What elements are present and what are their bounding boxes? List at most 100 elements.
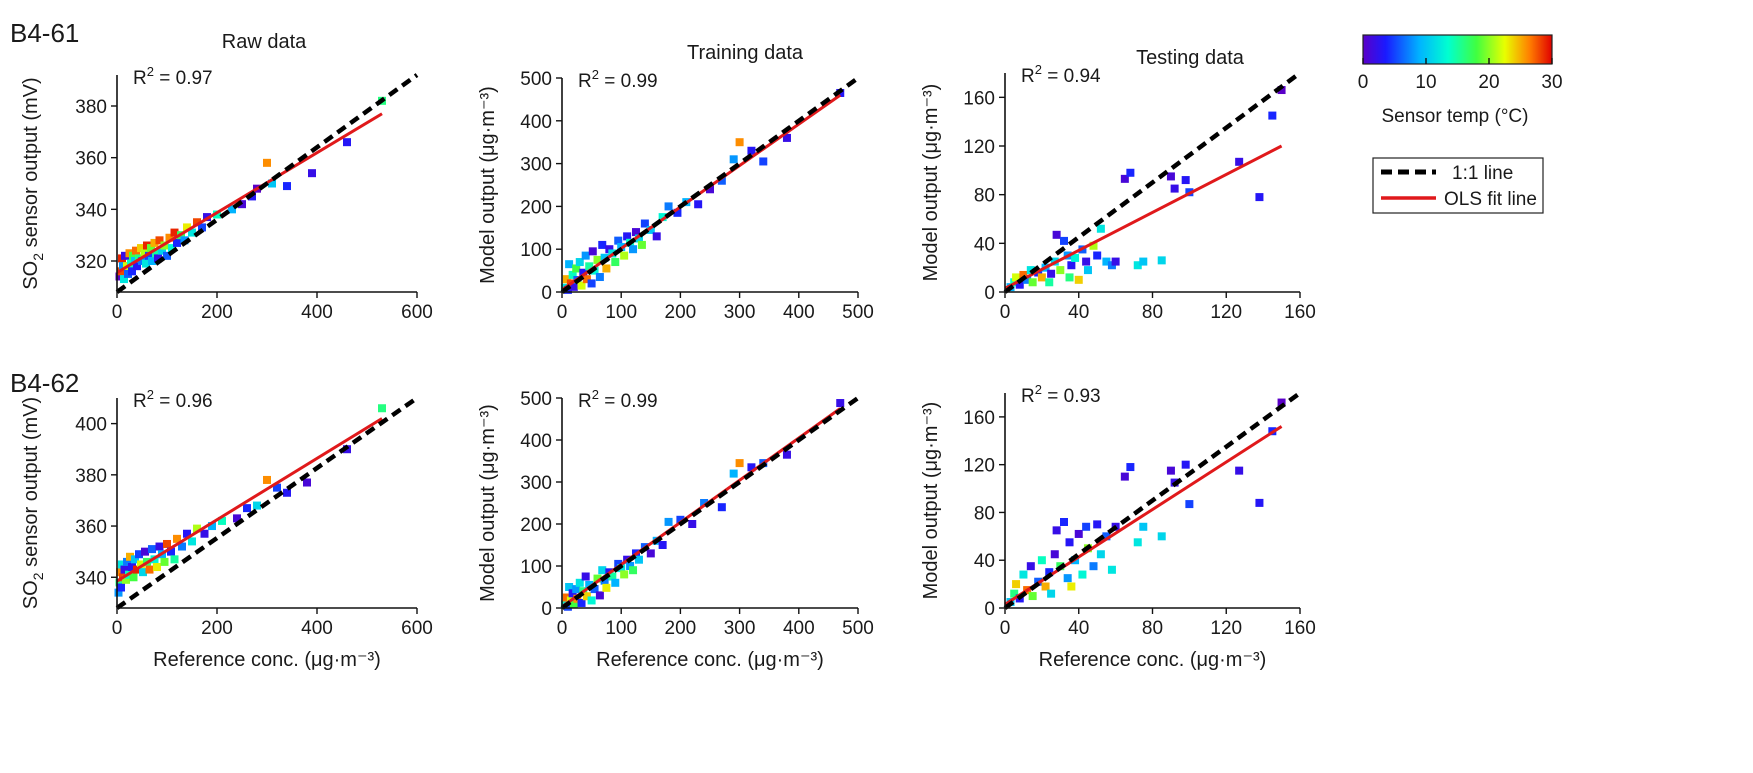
data-point: [652, 232, 661, 241]
data-point: [595, 591, 604, 600]
column-title-testing: Testing data: [1136, 47, 1245, 69]
data-point: [1096, 550, 1105, 559]
data-point: [593, 574, 602, 583]
data-point: [131, 555, 139, 564]
data-point: [568, 589, 577, 598]
data-point: [590, 585, 599, 594]
data-point: [1093, 251, 1102, 260]
one-to-one-line: [1003, 391, 1302, 610]
data-point: [747, 463, 756, 472]
data-point: [180, 236, 189, 245]
data-point: [160, 557, 169, 566]
data-point: [700, 499, 709, 507]
y-axis-label: Model output (μg·m⁻³): [477, 404, 499, 602]
data-point: [128, 563, 136, 572]
data-point: [303, 478, 311, 487]
data-point: [1074, 275, 1083, 284]
x-axis-label: Reference conc. (μg·m⁻³): [596, 649, 824, 671]
data-point: [620, 570, 629, 579]
data-point: [163, 539, 171, 548]
data-point: [634, 555, 643, 564]
x-tick-label: 600: [401, 618, 433, 639]
data-point: [1019, 570, 1028, 579]
x-tick-label: 300: [724, 302, 756, 323]
y-tick-label: 0: [541, 599, 552, 620]
one-to-one-line: [115, 396, 419, 610]
data-point: [167, 547, 175, 556]
data-point: [140, 249, 149, 258]
data-point: [145, 251, 153, 260]
data-point: [283, 488, 291, 497]
data-point: [253, 501, 261, 510]
column-title-raw: Raw data: [222, 31, 307, 53]
data-point: [268, 179, 276, 188]
colorbar-ticks: 0 10 20 30: [1358, 58, 1563, 93]
data-point: [588, 247, 597, 256]
data-point: [614, 559, 623, 568]
y-axis-label: Model output (μg·m⁻³): [477, 86, 499, 284]
y-tick-label: 0: [541, 283, 552, 304]
data-point: [165, 233, 174, 242]
data-point: [579, 268, 588, 277]
y-tick-label: 200: [520, 197, 552, 218]
data-point: [233, 514, 241, 523]
data-point: [1067, 261, 1076, 270]
data-point: [154, 254, 162, 263]
data-point: [1010, 589, 1019, 598]
data-point: [585, 262, 594, 271]
data-point: [673, 208, 682, 217]
y-tick-label: 300: [520, 155, 552, 176]
y-tick-label: 160: [963, 88, 995, 109]
scatter-panel-p12: 0 100 200 300 400 500 0 100 200 300 400 500 R2 = 0.9…: [477, 67, 874, 323]
data-point: [1133, 261, 1142, 270]
y-tick-label: 0: [984, 599, 995, 620]
data-point: [1045, 278, 1054, 287]
x-tick-label: 0: [557, 618, 568, 639]
data-point: [658, 213, 667, 222]
data-point: [568, 270, 577, 279]
data-point: [577, 281, 586, 290]
data-point: [1102, 257, 1111, 266]
data-point: [1047, 269, 1056, 278]
data-point: [1102, 532, 1111, 541]
data-point: [1157, 256, 1166, 265]
y-axis-label: SO2 sensor output (mV): [20, 397, 46, 609]
y-tick-label: 100: [520, 557, 552, 578]
data-point: [688, 520, 697, 528]
data-point: [1133, 538, 1142, 547]
data-point: [1268, 111, 1277, 120]
y-tick-label: 160: [963, 408, 995, 429]
data-point: [1089, 241, 1098, 250]
data-point: [133, 262, 141, 271]
data-point: [141, 547, 149, 556]
data-point: [605, 245, 614, 254]
data-point: [263, 158, 271, 167]
x-tick-label: 160: [1284, 302, 1316, 323]
line-legend: 1:1 line OLS fit line: [1372, 157, 1544, 214]
x-tick-label: 0: [112, 618, 123, 639]
y-tick-label: 40: [974, 234, 995, 255]
data-point: [148, 545, 156, 554]
r-squared-label: R2 = 0.99: [578, 387, 658, 412]
data-point: [1052, 526, 1061, 535]
data-point: [115, 272, 124, 281]
data-point: [569, 282, 578, 291]
data-point: [121, 251, 129, 260]
data-point: [163, 251, 171, 260]
data-point: [602, 264, 611, 273]
y-tick-label: 400: [520, 112, 552, 133]
colorbar: [1362, 34, 1553, 65]
data-point: [1255, 193, 1264, 202]
data-point: [114, 588, 123, 597]
data-point: [1082, 522, 1091, 531]
data-point: [1028, 278, 1037, 287]
colorbar-label: Sensor temp (°C): [1382, 106, 1529, 127]
x-tick-label: 160: [1284, 618, 1316, 639]
y-tick-label: 360: [75, 517, 107, 538]
y-axis-label: Model output (μg·m⁻³): [920, 84, 942, 282]
one-to-one-line: [560, 396, 860, 610]
data-point: [1166, 172, 1175, 181]
data-point: [676, 515, 685, 524]
data-point: [581, 572, 590, 581]
x-tick-label: 500: [842, 302, 874, 323]
